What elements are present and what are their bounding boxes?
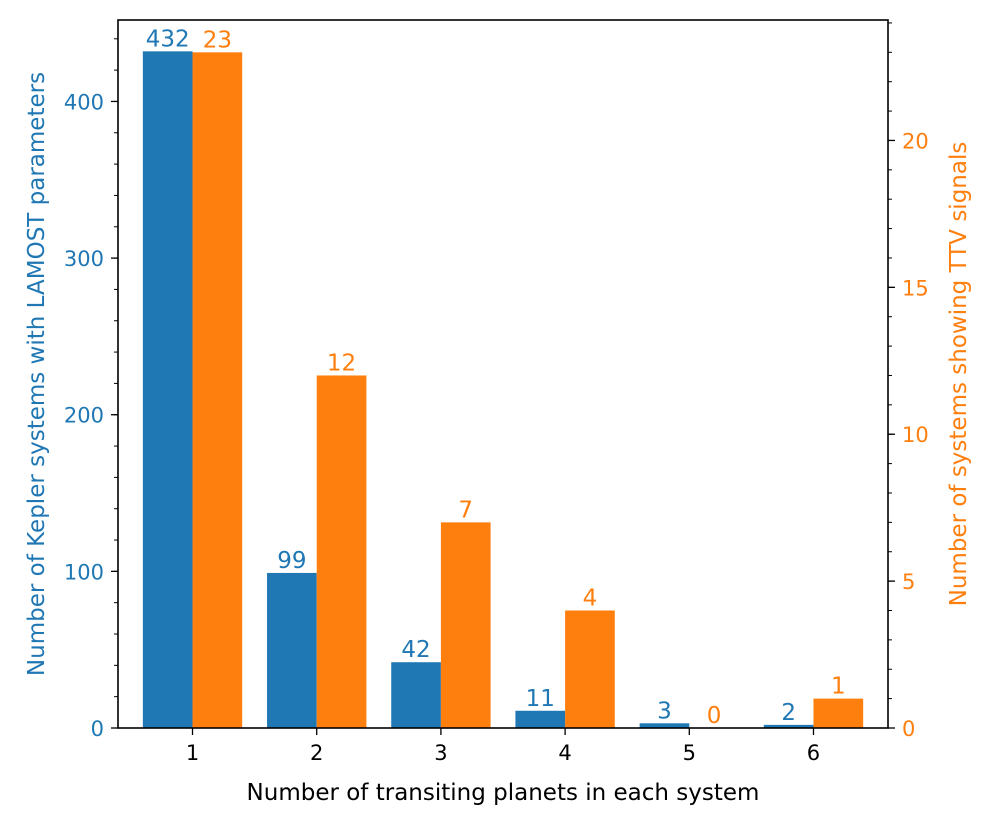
bars: [142, 51, 864, 728]
bar-value-label: 11: [526, 686, 555, 712]
bar-value-label: 3: [657, 698, 672, 724]
right-tick-label: 10: [902, 423, 929, 447]
bar-value-label: 4: [583, 585, 598, 611]
bar-right-3: [440, 522, 491, 728]
bar-right-2: [316, 375, 367, 728]
bar-right-1: [192, 52, 243, 728]
bar-left-1: [142, 51, 193, 728]
bar-value-label: 0: [707, 703, 722, 729]
bar-left-2: [267, 572, 317, 728]
left-tick-label: 400: [64, 90, 104, 114]
bar-labels: 432 99 42 11 3 2 23 12 7 4 0 1: [146, 26, 846, 729]
bar-value-label: 7: [458, 497, 473, 523]
bar-left-6: [763, 724, 814, 728]
bar-value-label: 12: [327, 350, 356, 376]
x-axis-label: Number of transiting planets in each sys…: [247, 780, 760, 806]
bar-value-label: 1: [831, 674, 846, 700]
x-tick-label: 5: [683, 741, 696, 765]
left-tick-label: 200: [64, 404, 104, 428]
bar-value-label: 2: [781, 700, 796, 726]
x-tick-label: 4: [558, 741, 571, 765]
right-axis-label: Number of systems showing TTV signals: [946, 142, 972, 607]
plot-frame: [117, 19, 889, 729]
bar-left-4: [515, 710, 566, 728]
bar-value-label: 99: [277, 548, 306, 574]
left-tick-label: 300: [64, 247, 104, 271]
right-tick-label: 0: [902, 717, 915, 741]
right-tick-label: 15: [902, 276, 929, 300]
x-tick-label: 2: [310, 741, 323, 765]
left-tick-label: 100: [64, 560, 104, 584]
bar-left-3: [391, 662, 441, 728]
x-tick-label: 6: [807, 741, 820, 765]
x-tick-label: 1: [186, 741, 199, 765]
bar-value-label: 432: [146, 26, 190, 52]
left-axis-label: Number of Kepler systems with LAMOST par…: [24, 72, 50, 676]
bar-left-5: [639, 723, 690, 728]
bar-value-label: 42: [401, 637, 430, 663]
bar-right-4: [565, 610, 615, 728]
right-tick-label: 20: [902, 129, 929, 153]
right-tick-label: 5: [902, 570, 915, 594]
x-tick-label: 3: [434, 741, 447, 765]
bar-right-6: [813, 698, 864, 728]
plot-area: [118, 20, 888, 728]
left-tick-label: 0: [91, 717, 104, 741]
bar-value-label: 23: [203, 27, 232, 53]
